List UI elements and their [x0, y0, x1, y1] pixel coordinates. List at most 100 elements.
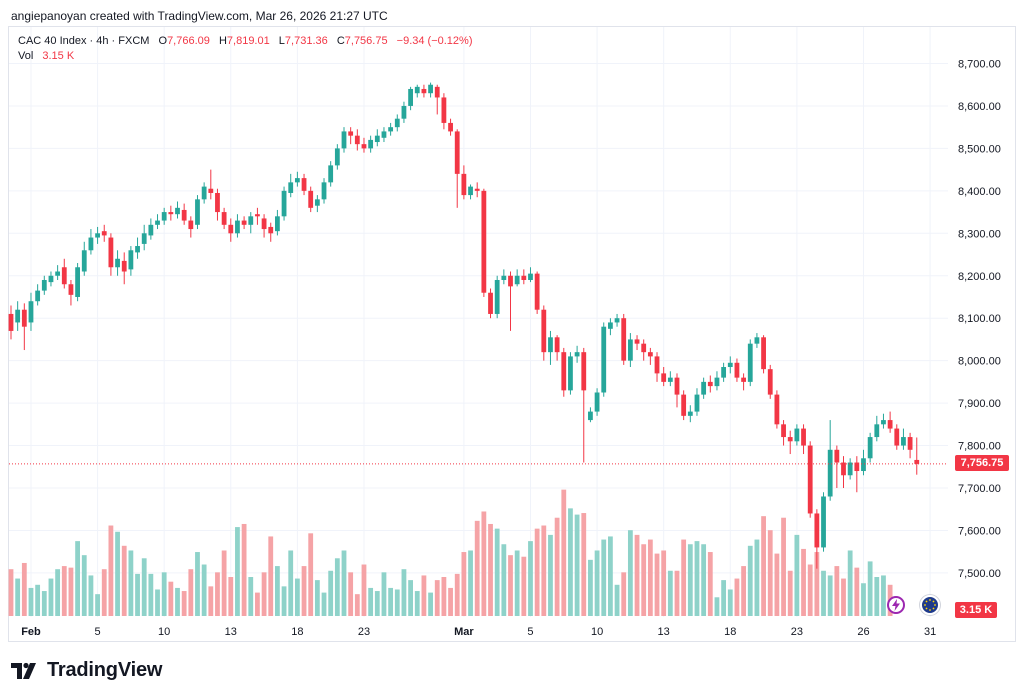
volume-bar [41, 591, 47, 616]
volume-bar [634, 534, 640, 616]
volume-bar [221, 550, 227, 616]
candle-body [195, 199, 200, 225]
volume-bar [747, 545, 753, 616]
y-tick-label: 8,700.00 [958, 59, 1001, 71]
candle-body [334, 148, 340, 166]
candle-body [55, 271, 61, 276]
candle-body [28, 301, 34, 323]
x-tick-label: 5 [527, 626, 533, 638]
candle-body [561, 352, 567, 391]
volume-bar [15, 578, 21, 616]
candle-body [275, 216, 280, 232]
x-tick-label: 10 [158, 626, 170, 638]
lightning-icon[interactable] [887, 596, 905, 614]
candle-body [461, 173, 467, 196]
y-tick-label: 8,600.00 [958, 101, 1001, 113]
volume-bar [294, 578, 300, 616]
volume-bar [681, 539, 687, 616]
volume-bar [255, 592, 260, 616]
candle-body [588, 411, 593, 421]
candle-body [155, 220, 160, 225]
candle-body [394, 118, 400, 128]
candle-body [261, 218, 267, 230]
candle-body [381, 131, 387, 138]
candle-body [348, 131, 354, 136]
candle-body [308, 190, 314, 208]
candle-body [781, 424, 786, 438]
volume-bar [874, 577, 880, 616]
x-tick-label: 10 [591, 626, 603, 638]
volume-bar [168, 581, 174, 616]
legend-change-value: −9.34 (−0.12%) [396, 35, 473, 47]
volume-bar [181, 591, 187, 616]
candle-body [148, 224, 154, 236]
volume-bar [394, 589, 400, 616]
volume-bar [75, 541, 80, 616]
eu-flag-icon[interactable] [920, 595, 940, 615]
volume-bar [481, 511, 487, 616]
candle-body [21, 309, 27, 327]
volume-bar [268, 536, 274, 616]
volume-bar [574, 514, 580, 616]
candle-body [667, 377, 673, 382]
volume-bar [374, 591, 380, 616]
candle-body [328, 165, 334, 183]
candle-body [647, 352, 653, 357]
volume-bar [201, 564, 207, 616]
volume-bar [881, 575, 886, 616]
legend-vol-label: Vol [18, 50, 34, 62]
volume-bar [461, 552, 467, 616]
x-tick-label: 13 [658, 626, 670, 638]
volume-bar [368, 587, 374, 616]
candle-body [434, 86, 440, 98]
candle-body [161, 212, 167, 221]
volume-bar [627, 530, 633, 616]
volume-bar [301, 566, 307, 616]
volume-bar [741, 566, 746, 616]
candle-body [707, 381, 713, 387]
volume-bar [694, 541, 700, 616]
volume-bar [8, 569, 14, 616]
candle-body [608, 322, 613, 329]
volume-bar [814, 552, 820, 616]
volume-bar [334, 558, 340, 616]
volume-bar [241, 523, 247, 616]
candle-body [388, 127, 394, 132]
candle-body [121, 260, 127, 272]
chart-frame [8, 26, 1016, 642]
volume-bar [854, 567, 860, 616]
candle-body [208, 188, 214, 193]
candle-body [521, 275, 527, 280]
volume-bar [867, 561, 873, 616]
candle-body [714, 377, 720, 387]
volume-bar [248, 577, 254, 616]
volume-bar [215, 572, 220, 616]
candle-body [175, 207, 180, 215]
candle-body [794, 428, 800, 442]
candle-body [314, 199, 320, 206]
volume-bar [654, 553, 660, 616]
candle-body [774, 394, 780, 425]
volume-bar [348, 572, 354, 616]
volume-bar [288, 550, 294, 616]
y-tick-label: 7,600.00 [958, 525, 1001, 537]
volume-bar [614, 584, 620, 616]
candle-body [141, 233, 147, 244]
volume-bar [135, 573, 140, 616]
footer-brand[interactable]: TradingView [11, 659, 162, 682]
candle-body [454, 131, 460, 174]
candle-body [741, 377, 746, 382]
candle-body [634, 339, 640, 344]
volume-bar [328, 570, 334, 616]
volume-bar [381, 572, 387, 616]
volume-bar [115, 531, 120, 616]
volume-bar [161, 572, 167, 616]
volume-bar [88, 575, 94, 616]
volume-bar [474, 520, 480, 616]
legend-close-label: C [336, 35, 345, 47]
candle-body [867, 437, 873, 459]
x-tick-label: Feb [21, 626, 41, 638]
volume-bar [754, 539, 760, 616]
volume-bar [235, 527, 240, 616]
